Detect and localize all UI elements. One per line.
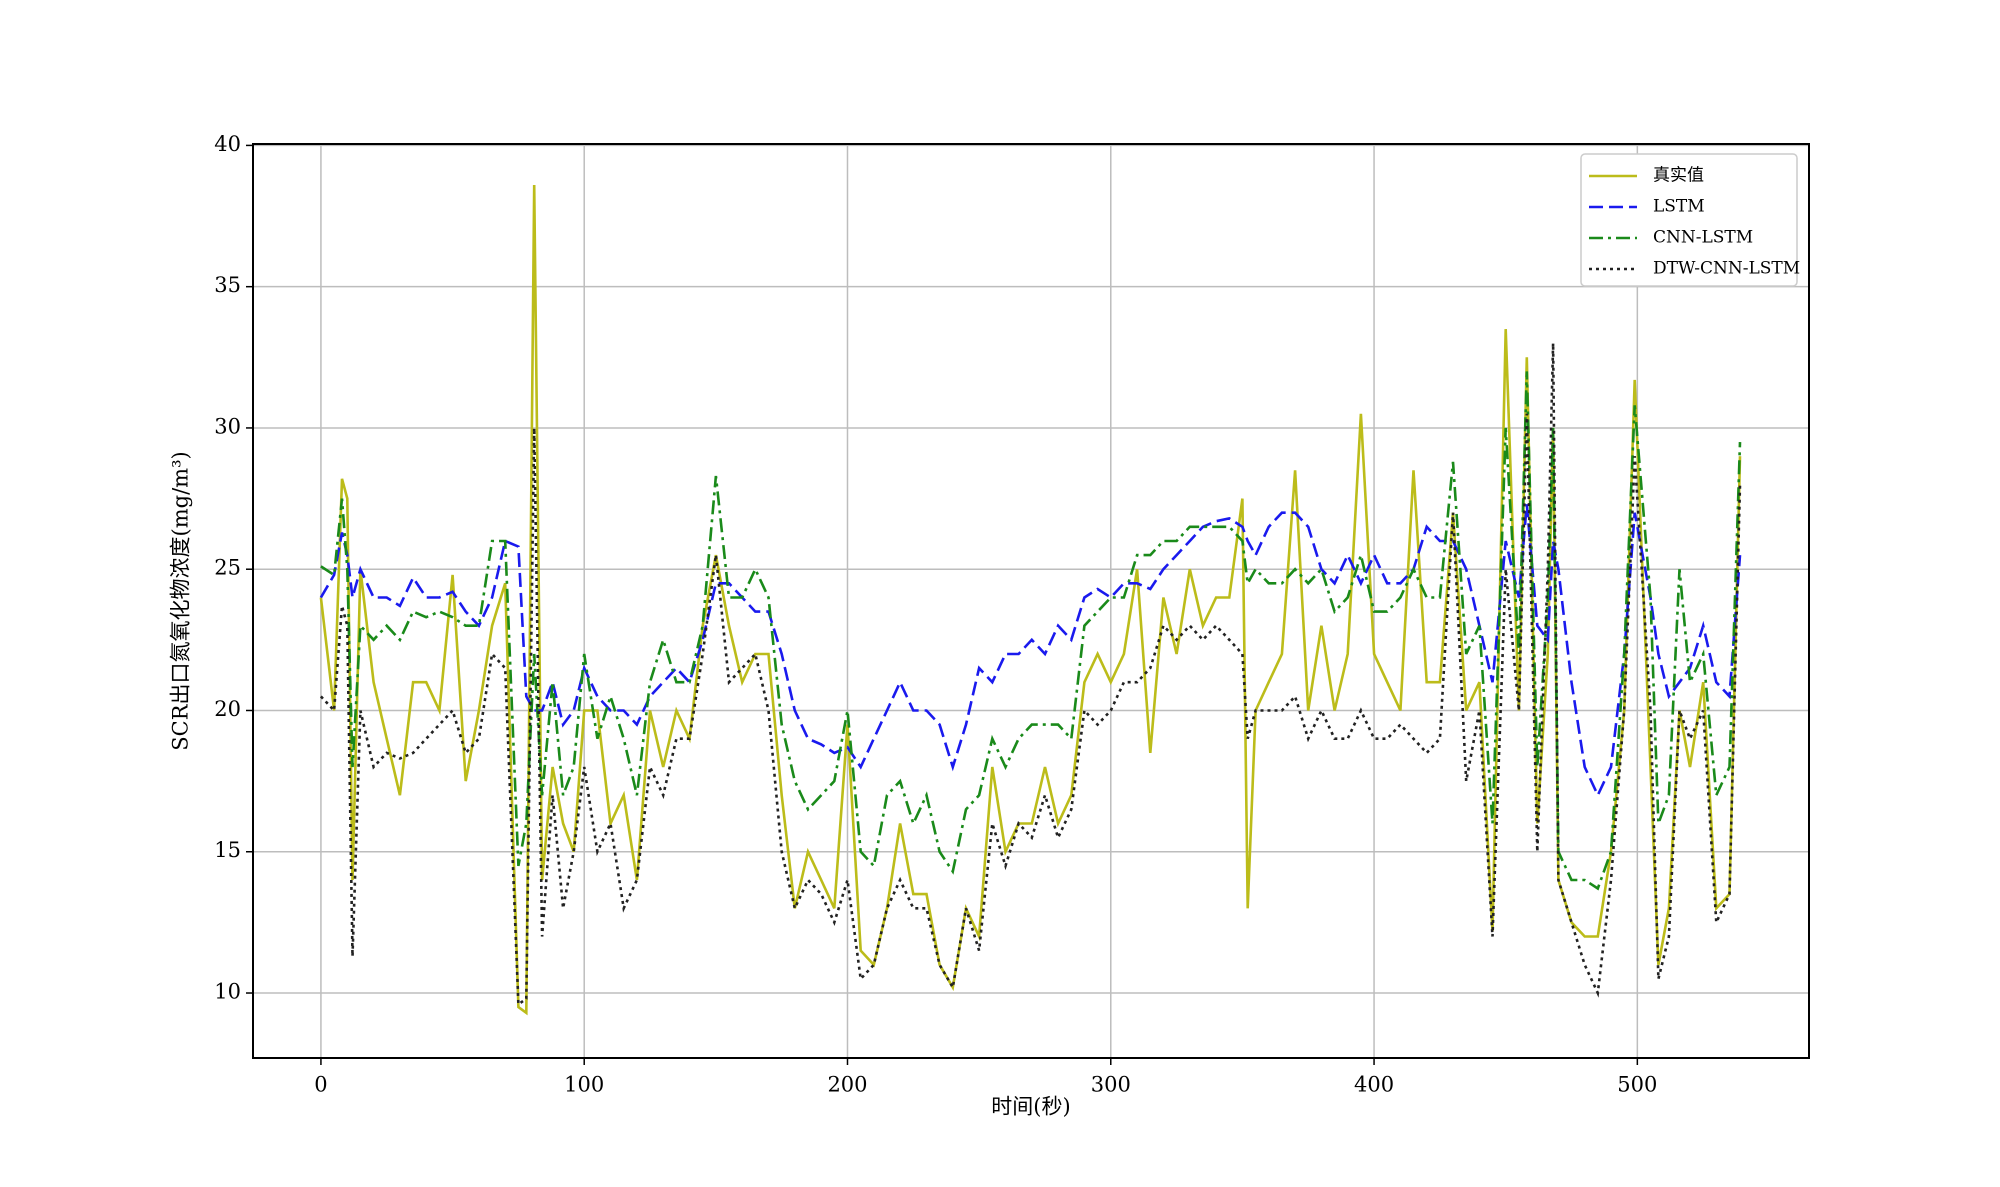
x-tick-label: 400 bbox=[1354, 1073, 1394, 1097]
y-tick-label: 40 bbox=[214, 132, 241, 156]
series-line bbox=[319, 343, 1742, 1007]
y-tick-label: 20 bbox=[214, 697, 241, 721]
x-tick-label: 100 bbox=[564, 1073, 604, 1097]
legend-box bbox=[1580, 153, 1798, 287]
legend-label: 真实值 bbox=[1653, 166, 1704, 186]
x-tick-label: 200 bbox=[827, 1073, 867, 1097]
x-axis-label: 时间(秒) bbox=[991, 1095, 1070, 1119]
legend-label: CNN-LSTM bbox=[1653, 228, 1753, 248]
y-tick-label: 10 bbox=[214, 980, 241, 1004]
legend-label: LSTM bbox=[1653, 197, 1705, 217]
y-axis-label: SCR出口氮氧化物浓度(mg/m³) bbox=[169, 451, 193, 750]
x-tick-label: 0 bbox=[314, 1073, 327, 1097]
legend-label: DTW-CNN-LSTM bbox=[1653, 259, 1800, 279]
x-tick-label: 300 bbox=[1091, 1073, 1131, 1097]
series-line bbox=[319, 184, 1742, 1016]
y-tick-label: 15 bbox=[214, 838, 241, 862]
y-tick-label: 25 bbox=[214, 556, 241, 580]
plot-frame bbox=[252, 143, 1810, 1059]
y-tick-label: 35 bbox=[214, 273, 241, 297]
series-line bbox=[320, 371, 1742, 891]
x-tick-label: 500 bbox=[1617, 1073, 1657, 1097]
y-tick-label: 30 bbox=[214, 414, 241, 438]
